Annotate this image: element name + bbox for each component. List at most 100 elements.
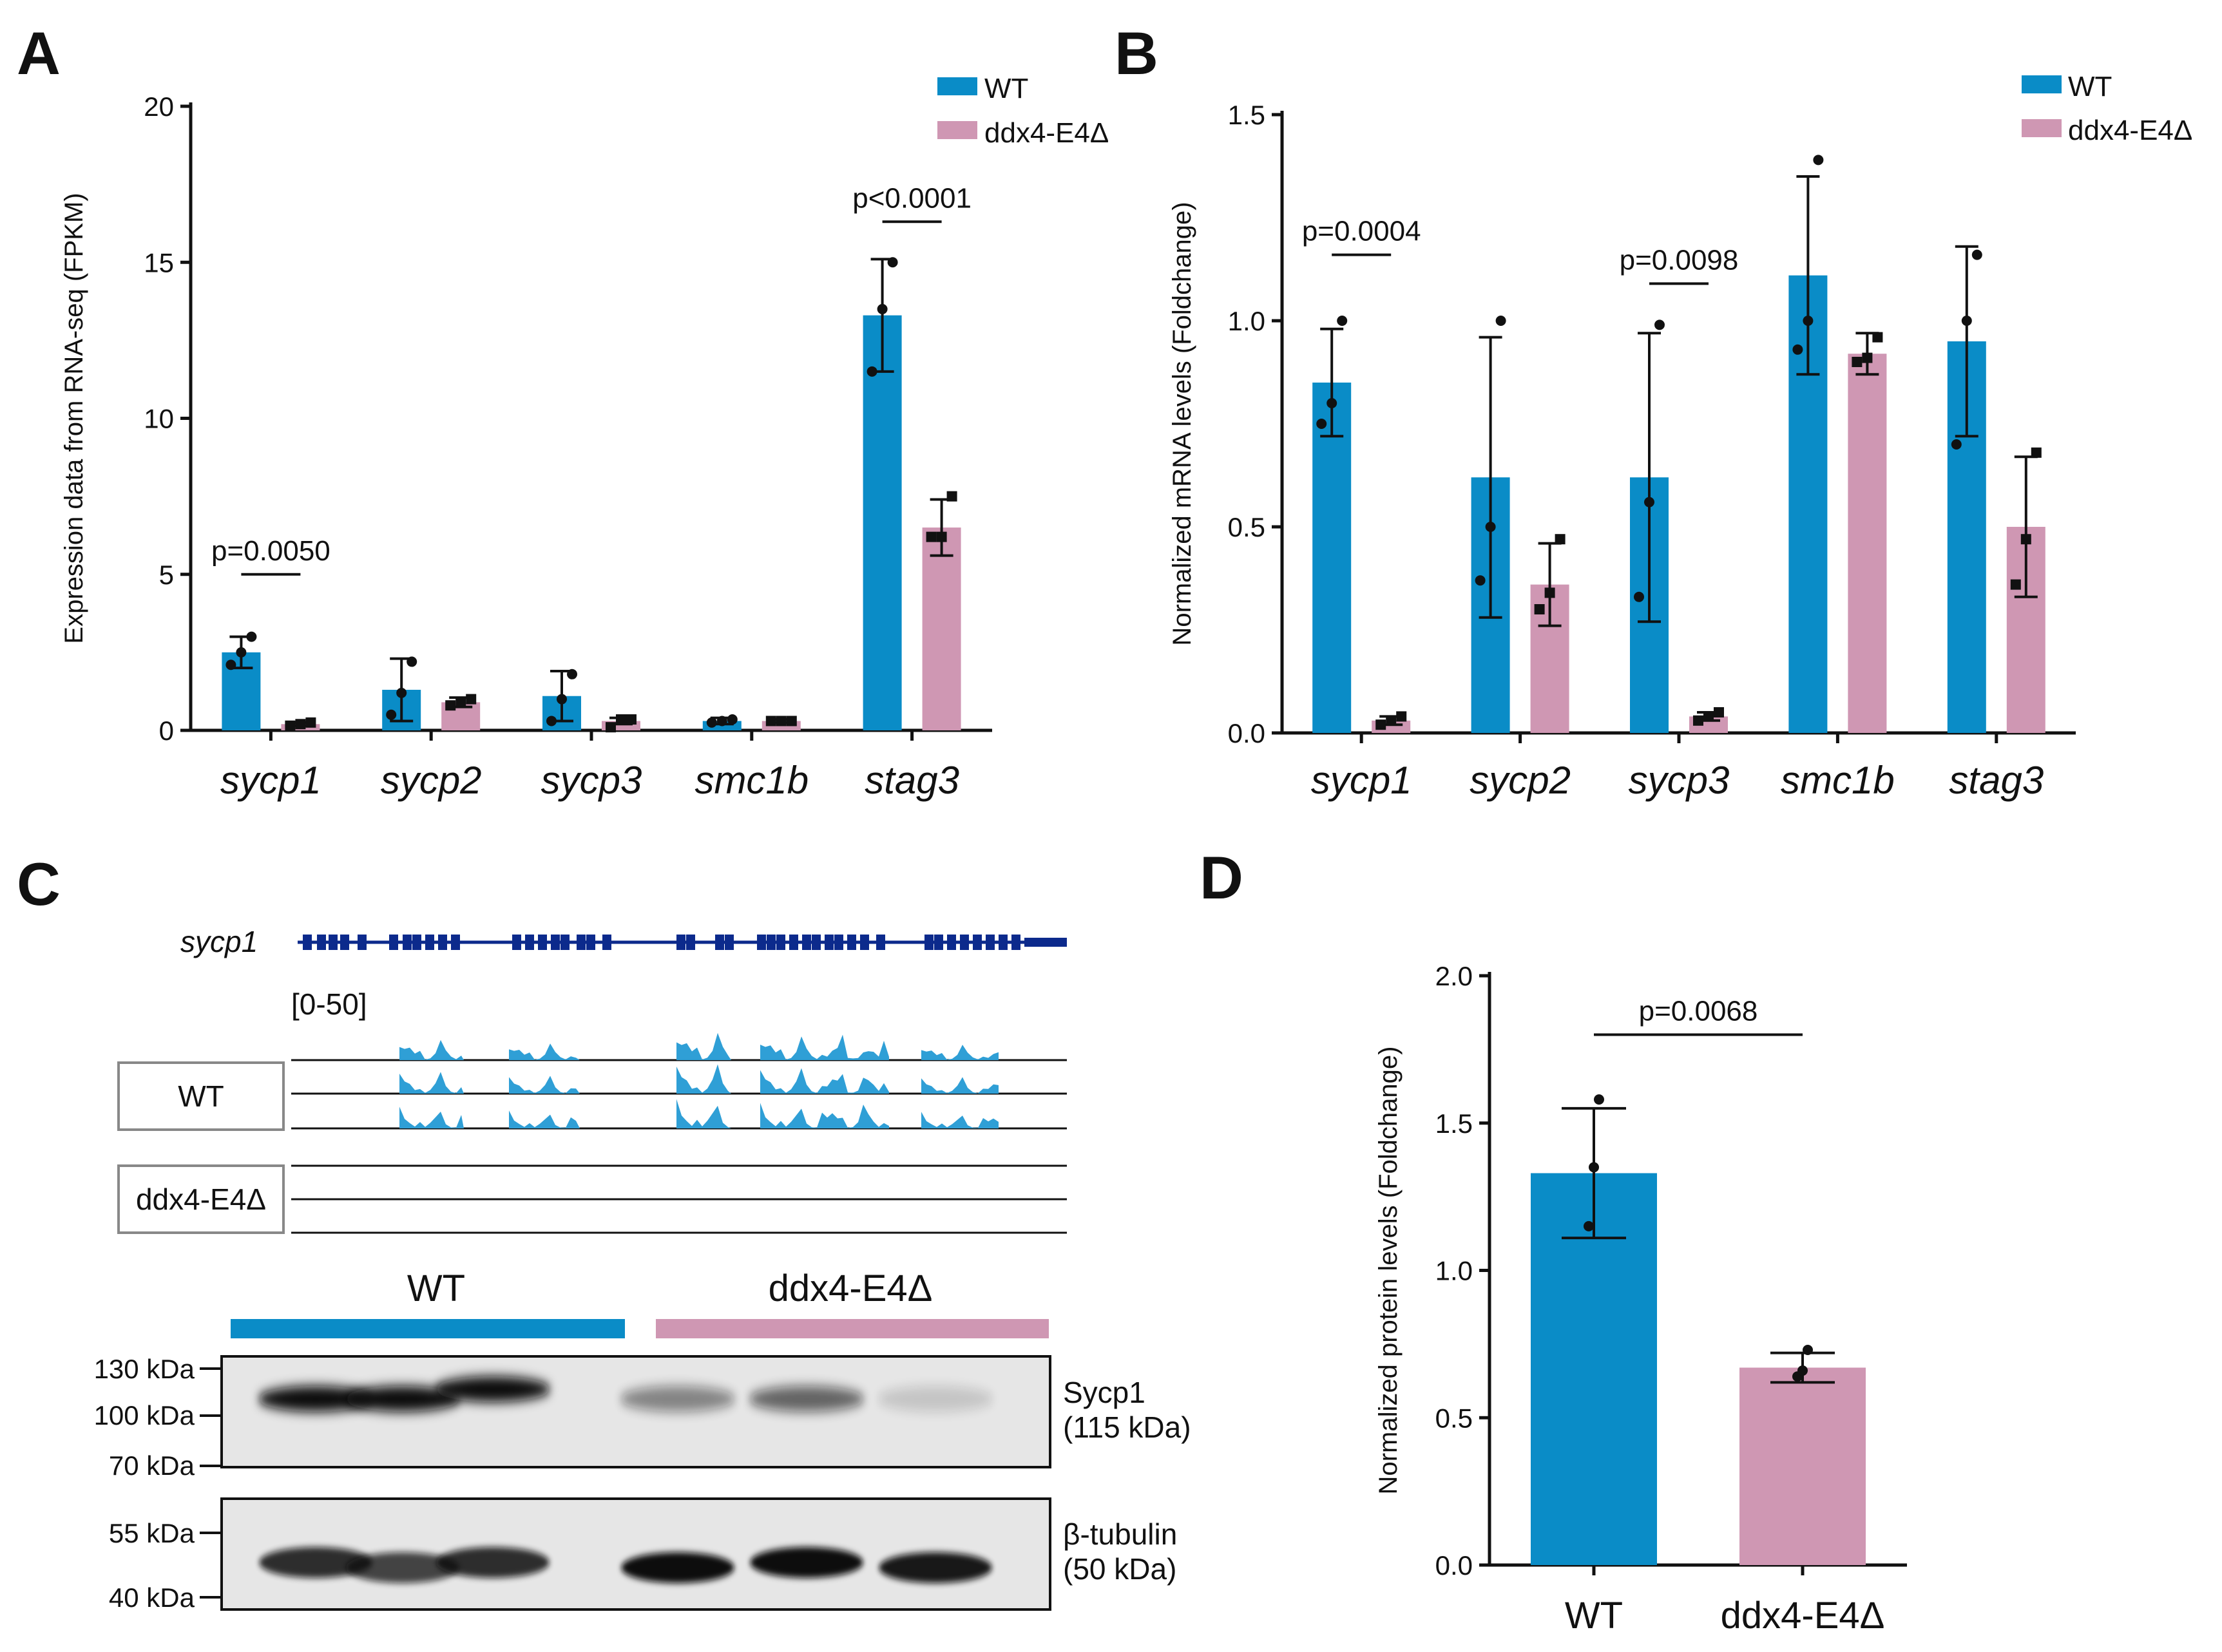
exon bbox=[438, 935, 447, 950]
x-tick-label-sycp3: sycp3 bbox=[1629, 759, 1730, 802]
blot-sycp1 bbox=[220, 1355, 1051, 1468]
band-sycp1-lane-3 bbox=[435, 1376, 551, 1402]
legend-b-mut-label: ddx4-E4Δ bbox=[2068, 115, 2192, 146]
data-point bbox=[1961, 316, 1972, 326]
exon bbox=[676, 935, 685, 950]
data-point bbox=[1862, 352, 1873, 363]
data-point bbox=[455, 697, 466, 708]
data-point bbox=[1386, 715, 1397, 726]
y-tick-label: 0.5 bbox=[1228, 512, 1265, 542]
x-tick-label-WT: WT bbox=[1565, 1595, 1623, 1637]
data-point bbox=[2031, 447, 2042, 458]
exon bbox=[934, 935, 943, 950]
track-group-mut-box bbox=[117, 1164, 285, 1234]
legend-b-wt-swatch bbox=[2022, 75, 2062, 93]
blot-group-mut-bar bbox=[656, 1319, 1049, 1338]
data-point bbox=[1326, 398, 1337, 408]
data-point bbox=[445, 700, 456, 711]
blot-group-wt-bar bbox=[231, 1319, 625, 1338]
marker-130: 130 kDa bbox=[94, 1354, 195, 1384]
x-tick-label-smc1b: smc1b bbox=[694, 759, 809, 802]
exon bbox=[358, 935, 367, 950]
exon bbox=[847, 935, 856, 950]
exon bbox=[389, 935, 398, 950]
coverage-peak bbox=[676, 1032, 731, 1060]
exon bbox=[725, 935, 734, 950]
bar-1-3 bbox=[1848, 354, 1887, 733]
exon bbox=[876, 935, 885, 950]
data-point bbox=[877, 303, 888, 314]
data-point bbox=[887, 257, 898, 268]
legend-b: WT ddx4-E4Δ bbox=[2022, 71, 2192, 146]
data-point bbox=[1584, 1220, 1594, 1231]
coverage-peak bbox=[760, 1103, 889, 1128]
track-group-wt-label: WT bbox=[178, 1079, 224, 1113]
data-point bbox=[1803, 316, 1814, 326]
exon bbox=[317, 935, 326, 950]
data-point bbox=[246, 631, 257, 642]
data-point bbox=[616, 714, 626, 725]
y-axis-label: Normalized mRNA levels (Foldchange) bbox=[1168, 202, 1196, 645]
bar-0-0 bbox=[1312, 383, 1352, 733]
y-tick-label: 0.5 bbox=[1435, 1403, 1473, 1433]
exon bbox=[560, 935, 570, 950]
gene-label: sycp1 bbox=[180, 925, 258, 958]
exon bbox=[924, 935, 934, 950]
x-tick-label-stag3: stag3 bbox=[1949, 759, 2044, 802]
exon bbox=[860, 935, 869, 950]
blot-tubulin-label: β-tubulin bbox=[1063, 1517, 1177, 1551]
panel-letter-b: B bbox=[1115, 19, 1158, 87]
data-point bbox=[1316, 419, 1327, 429]
blot-tubulin-markers: 55 kDa 40 kDa bbox=[109, 1518, 220, 1613]
band-sycp1-lane-5 bbox=[749, 1386, 865, 1412]
band-tubulin-lane-1 bbox=[259, 1547, 372, 1578]
exon bbox=[425, 935, 434, 950]
exon bbox=[812, 935, 821, 950]
bar-1-4 bbox=[922, 527, 961, 730]
exon bbox=[577, 935, 586, 950]
data-point bbox=[1644, 497, 1654, 508]
data-point bbox=[1703, 711, 1714, 722]
coverage-peak bbox=[509, 1043, 580, 1060]
blot-sycp1-markers: 130 kDa 100 kDa 70 kDa bbox=[94, 1354, 220, 1481]
coverage-peak bbox=[760, 1034, 889, 1060]
data-point bbox=[1654, 319, 1665, 330]
panel-letter-c: C bbox=[17, 850, 61, 918]
data-point bbox=[1803, 1345, 1813, 1356]
data-point bbox=[1797, 1365, 1808, 1376]
blot-group-wt-label: WT bbox=[407, 1267, 465, 1309]
band-tubulin-lane-4 bbox=[621, 1552, 734, 1583]
band-tubulin-lane-6 bbox=[879, 1552, 992, 1583]
exon bbox=[340, 935, 349, 950]
data-point bbox=[606, 722, 616, 733]
data-point bbox=[1475, 575, 1486, 586]
exon bbox=[825, 935, 834, 950]
exon bbox=[715, 935, 724, 950]
data-point bbox=[867, 366, 877, 377]
coverage-peak bbox=[676, 1064, 731, 1094]
exon bbox=[973, 935, 982, 950]
chart-d: 0.0 0.5 1.0 1.5 2.0 Normalized protein levels… bbox=[1374, 961, 1907, 1637]
data-point bbox=[407, 656, 417, 667]
y-tick-label: 1.5 bbox=[1228, 100, 1265, 130]
band-tubulin-lane-5 bbox=[750, 1547, 863, 1578]
legend-a: WT ddx4-E4Δ bbox=[937, 73, 1109, 149]
coverage-peak bbox=[399, 1072, 464, 1094]
exon bbox=[329, 935, 338, 950]
x-tick-label-sycp2: sycp2 bbox=[1470, 759, 1571, 802]
exon bbox=[986, 935, 995, 950]
x-tick-label-sycp2: sycp2 bbox=[381, 759, 482, 802]
data-point bbox=[1375, 719, 1386, 730]
exon bbox=[403, 935, 412, 950]
blot-sycp1-label: Sycp1 bbox=[1063, 1376, 1145, 1409]
exon bbox=[551, 935, 560, 950]
data-point bbox=[2010, 579, 2021, 590]
gene-model bbox=[298, 935, 1067, 950]
data-point bbox=[285, 720, 296, 731]
p-value-label: p=0.0068 bbox=[1639, 996, 1758, 1027]
y-tick-label: 5 bbox=[159, 560, 174, 590]
blot-tubulin-bands bbox=[259, 1547, 992, 1583]
exon bbox=[451, 935, 460, 950]
coverage-tracks bbox=[291, 1032, 1067, 1234]
